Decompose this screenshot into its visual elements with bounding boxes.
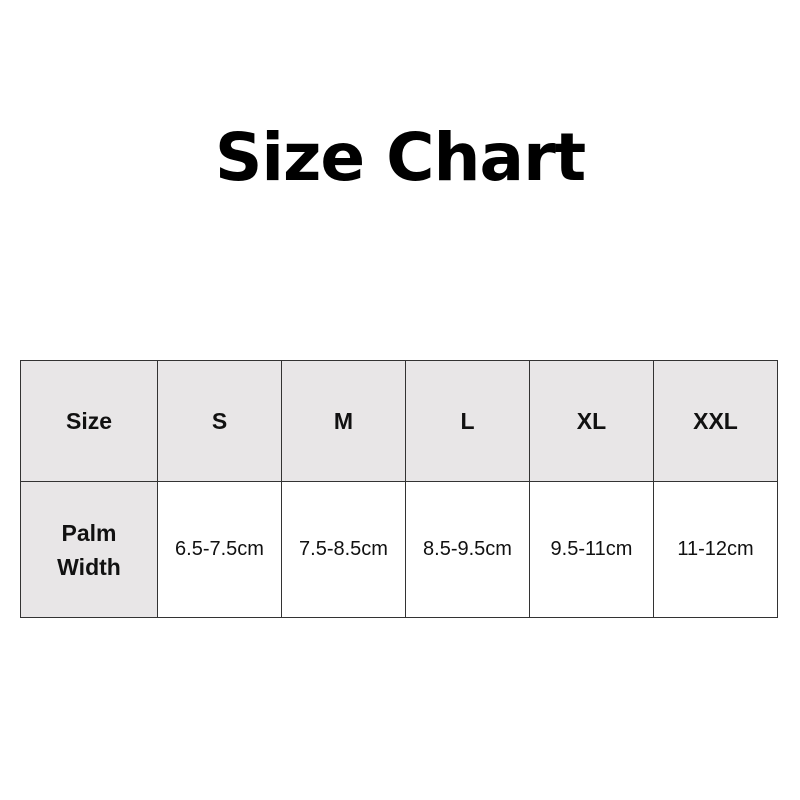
table-cell: 7.5-8.5cm [281,481,406,618]
header-cell: XXL [653,360,778,482]
header-cell: S [157,360,282,482]
table-row: Palm Width 6.5-7.5cm 7.5-8.5cm 8.5-9.5cm… [20,481,778,618]
table-cell: 6.5-7.5cm [157,481,282,618]
table-cell: 9.5-11cm [529,481,654,618]
header-cell: XL [529,360,654,482]
header-cell: L [405,360,530,482]
row-label: Palm Width [20,481,158,618]
table-cell: 11-12cm [653,481,778,618]
row-label-line: Width [57,553,121,580]
header-cell: M [281,360,406,482]
row-label-line: Palm [61,519,117,546]
table-header-row: Size S M L XL XXL [20,360,778,482]
header-cell: Size [20,360,158,482]
size-table: Size S M L XL XXL Palm Width 6.5-7.5cm 7… [20,360,778,618]
table-cell: 8.5-9.5cm [405,481,530,618]
page-title: Size Chart [214,119,586,196]
